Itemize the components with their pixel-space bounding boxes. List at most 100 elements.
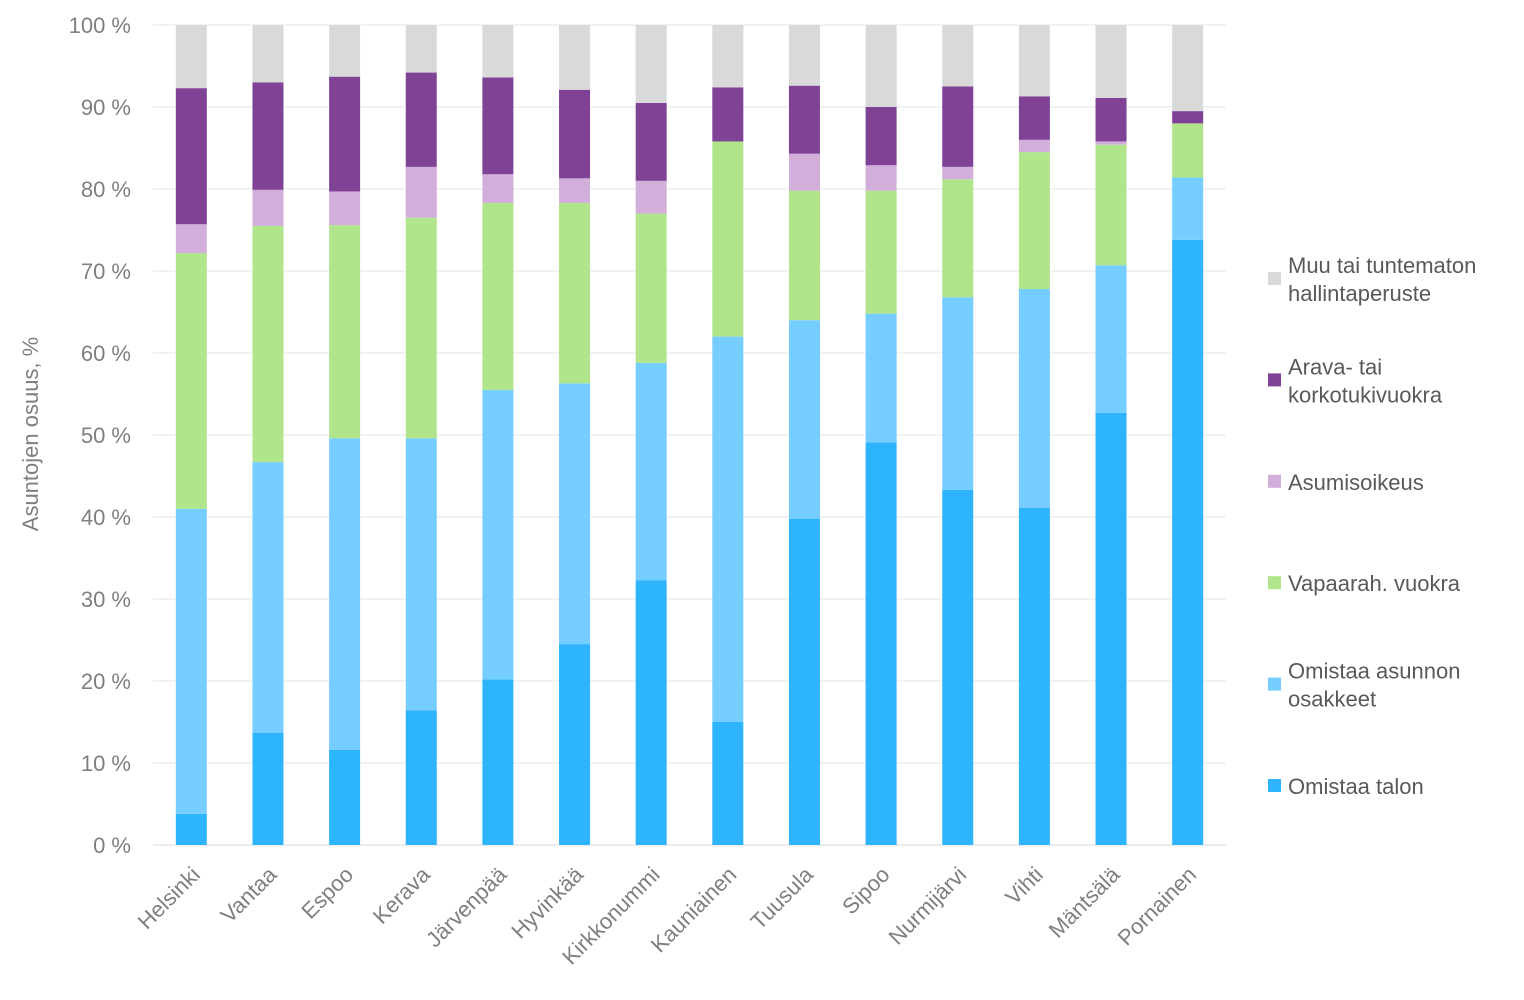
bar-stack-järvenpää xyxy=(482,25,514,845)
bar-segment xyxy=(712,141,744,337)
bar-stack-hyvinkää xyxy=(559,25,591,845)
bar-stack-kerava xyxy=(405,25,437,845)
y-tick-label: 100 % xyxy=(69,13,131,38)
legend-label: Asumisoikeus xyxy=(1288,470,1424,495)
bar-segment xyxy=(405,166,437,218)
bar-segment xyxy=(482,174,514,203)
x-category-label: Espoo xyxy=(296,862,358,924)
bar-segment xyxy=(175,252,207,509)
x-category-label: Hyvinkää xyxy=(506,861,588,943)
bar-stack-nurmijärvi xyxy=(942,25,974,845)
bar-segment xyxy=(405,72,437,167)
bar-segment xyxy=(712,87,744,142)
bar-segment xyxy=(252,189,284,226)
bar-segment xyxy=(1095,141,1127,145)
x-category-label: Sipoo xyxy=(837,862,894,919)
bar-segment xyxy=(252,462,284,733)
bar-segment xyxy=(942,179,974,298)
legend-item: Asumisoikeus xyxy=(1268,470,1424,495)
legend-swatch xyxy=(1268,779,1281,792)
bar-segment xyxy=(175,813,207,845)
y-tick-label: 80 % xyxy=(81,177,131,202)
bar-segment xyxy=(1018,139,1050,153)
bar-segment xyxy=(865,190,897,314)
legend-item: Arava- tai korkotukivuokra xyxy=(1268,354,1443,407)
bar-segment xyxy=(405,25,437,73)
bar-stack-espoo xyxy=(329,25,361,845)
bar-stack-vihti xyxy=(1018,25,1050,845)
bar-segment xyxy=(559,644,591,845)
bar-segment xyxy=(559,178,591,203)
bar-segment xyxy=(252,225,284,463)
bar-segment xyxy=(635,362,667,581)
bar-segment xyxy=(635,180,667,214)
y-tick-label: 70 % xyxy=(81,259,131,284)
y-tick-label: 0 % xyxy=(93,833,131,858)
legend-swatch xyxy=(1268,373,1281,387)
legend-item: Muu tai tuntematon hallintaperuste xyxy=(1268,253,1476,306)
bar-segment xyxy=(1172,239,1204,846)
bar-segment xyxy=(788,25,820,86)
bar-stack-helsinki xyxy=(175,25,207,845)
y-axis-title: Asuntojen osuus, % xyxy=(18,337,43,531)
bar-segment xyxy=(635,213,667,363)
y-tick-label: 10 % xyxy=(81,751,131,776)
bar-segment xyxy=(1095,144,1127,266)
bar-segment xyxy=(1018,152,1050,290)
bar-segment xyxy=(712,722,744,845)
bar-segment xyxy=(559,202,591,384)
bar-segment xyxy=(1172,25,1204,112)
bar-segment xyxy=(942,25,974,87)
y-tick-label: 60 % xyxy=(81,341,131,366)
bars xyxy=(175,25,1204,846)
legend-label: Omistaa asunnon osakkeet xyxy=(1288,659,1460,712)
y-axis-ticks: 0 % 10 % 20 % 30 % 40 % 50 % 60 % 70 % 80 % 90 % 1… xyxy=(69,13,131,858)
bar-segment xyxy=(788,518,820,845)
bar-segment xyxy=(559,383,591,645)
x-axis-labels: Helsinki Vantaa Espoo KeravaJärvenpääHyvink… xyxy=(133,861,1202,969)
bar-segment xyxy=(405,438,437,711)
bar-segment xyxy=(942,86,974,167)
bar-segment xyxy=(788,85,820,154)
bar-segment xyxy=(559,89,591,179)
bar-segment xyxy=(252,25,284,83)
bar-segment xyxy=(482,389,514,680)
bar-segment xyxy=(865,165,897,191)
legend-swatch xyxy=(1268,576,1281,590)
bar-stack-vantaa xyxy=(252,25,284,845)
bar-segment xyxy=(1018,25,1050,97)
bar-segment xyxy=(329,225,361,439)
y-tick-label: 90 % xyxy=(81,95,131,120)
bar-stack-tuusula xyxy=(788,25,820,845)
bar-segment xyxy=(175,508,207,814)
bar-segment xyxy=(559,25,591,90)
bar-segment xyxy=(635,102,667,181)
bar-segment xyxy=(175,25,207,89)
bar-segment xyxy=(635,25,667,103)
y-tick-label: 40 % xyxy=(81,505,131,530)
x-category-label: Helsinki xyxy=(133,862,205,934)
bar-segment xyxy=(1018,96,1050,140)
bar-segment xyxy=(405,217,437,439)
legend-swatch xyxy=(1268,474,1281,488)
bar-segment xyxy=(329,749,361,845)
bar-segment xyxy=(175,88,207,225)
y-tick-label: 30 % xyxy=(81,587,131,612)
bar-segment xyxy=(482,679,514,845)
bar-segment xyxy=(1095,25,1127,98)
bar-segment xyxy=(482,77,514,175)
bar-segment xyxy=(865,25,897,107)
x-category-label: Nurmijärvi xyxy=(884,862,972,950)
bar-segment xyxy=(865,442,897,845)
bar-segment xyxy=(788,153,820,191)
gridlines xyxy=(153,24,1226,846)
bar-stack-kirkkonummi xyxy=(635,25,667,845)
x-category-label: Tuusula xyxy=(746,861,819,934)
x-category-label: Mäntsälä xyxy=(1044,861,1125,942)
bar-segment xyxy=(635,580,667,845)
bar-segment xyxy=(1172,177,1204,240)
bar-segment xyxy=(329,438,361,750)
legend-label: Vapaarah. vuokra xyxy=(1288,571,1461,596)
x-category-label: Pornainen xyxy=(1113,862,1202,951)
